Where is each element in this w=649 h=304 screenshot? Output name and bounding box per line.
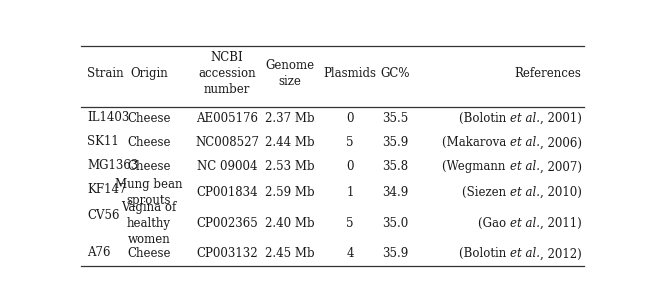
- Text: NC 09004: NC 09004: [197, 160, 257, 173]
- Text: et al.: et al.: [509, 136, 539, 149]
- Text: 2.45 Mb: 2.45 Mb: [265, 247, 315, 260]
- Text: et al.: et al.: [510, 247, 540, 260]
- Text: 35.8: 35.8: [382, 160, 409, 173]
- Text: 2.44 Mb: 2.44 Mb: [265, 136, 315, 149]
- Text: et al.: et al.: [509, 160, 539, 173]
- Text: (Makarova: (Makarova: [441, 136, 509, 149]
- Text: GC%: GC%: [381, 67, 410, 81]
- Text: 5: 5: [347, 217, 354, 230]
- Text: et al.: et al.: [509, 185, 540, 199]
- Text: Cheese: Cheese: [127, 112, 171, 125]
- Text: 35.9: 35.9: [382, 247, 409, 260]
- Text: , 2007): , 2007): [539, 160, 582, 173]
- Text: Cheese: Cheese: [127, 160, 171, 173]
- Text: Origin: Origin: [130, 67, 168, 81]
- Text: Plasmids: Plasmids: [324, 67, 376, 81]
- Text: KF147: KF147: [87, 183, 127, 196]
- Text: Genome
size: Genome size: [265, 60, 314, 88]
- Text: 0: 0: [347, 112, 354, 125]
- Text: , 2012): , 2012): [540, 247, 582, 260]
- Text: CP001834: CP001834: [196, 185, 258, 199]
- Text: NCBI
accession
number: NCBI accession number: [198, 51, 256, 96]
- Text: (Siezen: (Siezen: [462, 185, 509, 199]
- Text: , 2006): , 2006): [539, 136, 582, 149]
- Text: , 2010): , 2010): [540, 185, 582, 199]
- Text: Strain: Strain: [87, 67, 124, 81]
- Text: (Wegmann: (Wegmann: [443, 160, 509, 173]
- Text: CP002365: CP002365: [196, 217, 258, 230]
- Text: References: References: [515, 67, 582, 81]
- Text: Mung bean
sprouts: Mung bean sprouts: [116, 178, 183, 206]
- Text: 35.0: 35.0: [382, 217, 409, 230]
- Text: 2.40 Mb: 2.40 Mb: [265, 217, 315, 230]
- Text: et al.: et al.: [509, 112, 540, 125]
- Text: 34.9: 34.9: [382, 185, 409, 199]
- Text: CV56: CV56: [87, 209, 119, 223]
- Text: (Bolotin: (Bolotin: [459, 112, 509, 125]
- Text: 35.5: 35.5: [382, 112, 409, 125]
- Text: CP003132: CP003132: [196, 247, 258, 260]
- Text: 2.37 Mb: 2.37 Mb: [265, 112, 315, 125]
- Text: 35.9: 35.9: [382, 136, 409, 149]
- Text: 4: 4: [347, 247, 354, 260]
- Text: SK11: SK11: [87, 135, 119, 148]
- Text: A76: A76: [87, 246, 111, 259]
- Text: 0: 0: [347, 160, 354, 173]
- Text: 2.59 Mb: 2.59 Mb: [265, 185, 315, 199]
- Text: (Bolotin: (Bolotin: [459, 247, 510, 260]
- Text: IL1403: IL1403: [87, 111, 130, 124]
- Text: AE005176: AE005176: [196, 112, 258, 125]
- Text: NC008527: NC008527: [195, 136, 259, 149]
- Text: et al.: et al.: [510, 217, 540, 230]
- Text: 2.53 Mb: 2.53 Mb: [265, 160, 315, 173]
- Text: MG1363: MG1363: [87, 159, 138, 172]
- Text: , 2011): , 2011): [540, 217, 582, 230]
- Text: Cheese: Cheese: [127, 247, 171, 260]
- Text: , 2001): , 2001): [540, 112, 582, 125]
- Text: Vagina of
healthy
women: Vagina of healthy women: [121, 201, 177, 246]
- Text: Cheese: Cheese: [127, 136, 171, 149]
- Text: (Gao: (Gao: [478, 217, 510, 230]
- Text: 1: 1: [347, 185, 354, 199]
- Text: 5: 5: [347, 136, 354, 149]
